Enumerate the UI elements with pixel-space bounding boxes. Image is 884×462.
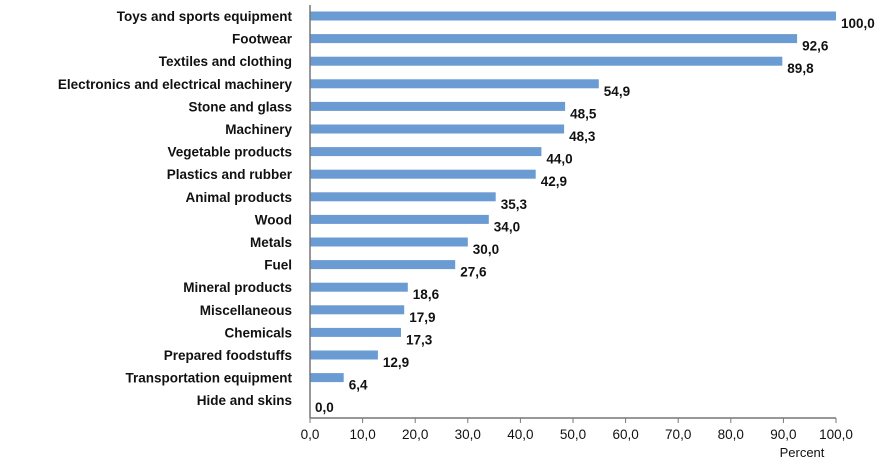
bar	[310, 79, 599, 89]
value-label: 18,6	[413, 287, 440, 302]
value-label: 48,3	[569, 129, 596, 144]
category-label: Plastics and rubber	[167, 167, 293, 182]
bar	[310, 101, 566, 111]
category-label: Miscellaneous	[200, 303, 292, 318]
x-tick-label: 40,0	[507, 427, 533, 442]
value-label: 92,6	[802, 39, 829, 54]
x-tick-label: 70,0	[665, 427, 691, 442]
category-label: Metals	[250, 235, 292, 250]
bar	[310, 373, 344, 383]
x-axis-title: Percent	[780, 445, 825, 460]
bar	[310, 305, 405, 315]
bar	[310, 282, 408, 292]
category-label: Footwear	[232, 32, 293, 47]
value-label: 17,9	[409, 310, 435, 325]
bar	[310, 147, 542, 157]
bar	[310, 11, 836, 21]
category-label: Mineral products	[183, 280, 292, 295]
category-label: Stone and glass	[188, 99, 292, 114]
value-label: 17,3	[406, 332, 433, 347]
category-label: Animal products	[185, 190, 292, 205]
x-tick-label: 100,0	[819, 427, 853, 442]
category-label: Prepared foodstuffs	[164, 348, 292, 363]
category-label: Transportation equipment	[125, 371, 292, 386]
category-label: Machinery	[225, 122, 292, 137]
x-tick-label: 50,0	[560, 427, 586, 442]
x-tick-label: 80,0	[718, 427, 744, 442]
x-tick-label: 20,0	[402, 427, 428, 442]
value-label: 48,5	[570, 106, 597, 121]
value-labels: 100,0 92,6 89,8 54,9 48,5 48,3 44,0 42,9 35,3 34,…	[315, 16, 875, 415]
value-label: 44,0	[546, 152, 572, 167]
category-label: Electronics and electrical machinery	[58, 77, 293, 92]
value-label: 42,9	[541, 174, 567, 189]
bar	[310, 214, 489, 224]
category-label: Toys and sports equipment	[117, 9, 293, 24]
axes: 0,0 10,0 20,0 30,0 40,0 50,0 60,0 70,0 80,0 90,0 1…	[301, 5, 853, 442]
value-label: 100,0	[841, 16, 875, 31]
value-label: 0,0	[315, 400, 334, 415]
category-label: Hide and skins	[197, 393, 292, 408]
bar	[310, 124, 565, 134]
bar	[310, 260, 456, 270]
x-tick-label: 30,0	[455, 427, 481, 442]
category-labels: Toys and sports equipment Footwear Textile…	[58, 9, 293, 408]
value-label: 34,0	[494, 219, 520, 234]
bar	[310, 192, 496, 202]
value-label: 12,9	[383, 355, 409, 370]
bar	[310, 169, 536, 179]
bar	[310, 350, 378, 360]
bar	[310, 237, 468, 247]
bars-layer	[310, 11, 836, 383]
value-label: 89,8	[787, 61, 814, 76]
category-label: Chemicals	[224, 325, 292, 340]
category-label: Wood	[255, 212, 292, 227]
category-label: Textiles and clothing	[159, 54, 292, 69]
bar	[310, 56, 783, 66]
x-tick-label: 0,0	[301, 427, 320, 442]
category-label: Fuel	[264, 258, 292, 273]
value-label: 6,4	[349, 378, 368, 393]
bar	[310, 34, 798, 44]
x-tick-label: 90,0	[770, 427, 796, 442]
value-label: 35,3	[501, 197, 528, 212]
category-label: Vegetable products	[167, 145, 292, 160]
value-label: 27,6	[460, 265, 487, 280]
bar	[310, 327, 401, 337]
value-label: 30,0	[473, 242, 499, 257]
x-tick-label: 10,0	[349, 427, 375, 442]
x-tick-label: 60,0	[612, 427, 638, 442]
value-label: 54,9	[604, 84, 630, 99]
